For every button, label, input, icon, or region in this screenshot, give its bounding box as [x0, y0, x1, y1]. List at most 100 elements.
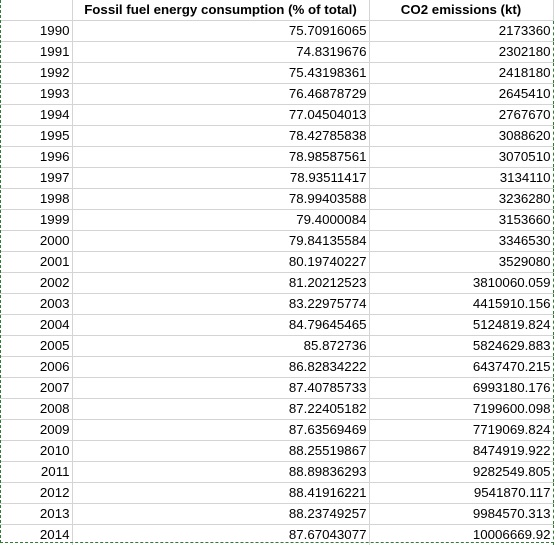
year-cell[interactable]: 2001: [0, 252, 72, 273]
year-cell[interactable]: 1996: [0, 147, 72, 168]
co2-cell[interactable]: 5824629.883: [369, 336, 553, 357]
fossil-fuel-cell[interactable]: 88.25519867: [72, 441, 369, 462]
year-cell[interactable]: 2013: [0, 504, 72, 525]
co2-cell[interactable]: 6437470.215: [369, 357, 553, 378]
year-cell[interactable]: 2010: [0, 441, 72, 462]
co2-cell[interactable]: 2173360: [369, 21, 553, 42]
year-cell[interactable]: 2004: [0, 315, 72, 336]
year-cell[interactable]: 2005: [0, 336, 72, 357]
co2-cell[interactable]: 8474919.922: [369, 441, 553, 462]
co2-cell[interactable]: 3070510: [369, 147, 553, 168]
fossil-fuel-cell[interactable]: 78.93511417: [72, 168, 369, 189]
year-cell[interactable]: 1995: [0, 126, 72, 147]
year-cell[interactable]: 2014: [0, 525, 72, 545]
fossil-fuel-cell[interactable]: 75.43198361: [72, 63, 369, 84]
co2-cell[interactable]: 5124819.824: [369, 315, 553, 336]
year-cell[interactable]: 2000: [0, 231, 72, 252]
co2-cell[interactable]: 3346530: [369, 231, 553, 252]
fossil-fuel-cell[interactable]: 75.70916065: [72, 21, 369, 42]
co2-cell[interactable]: 9282549.805: [369, 462, 553, 483]
year-cell[interactable]: 2007: [0, 378, 72, 399]
fossil-fuel-cell[interactable]: 78.99403588: [72, 189, 369, 210]
year-cell[interactable]: 2012: [0, 483, 72, 504]
co2-cell[interactable]: 2418180: [369, 63, 553, 84]
co2-cell[interactable]: 3153660: [369, 210, 553, 231]
co2-cell[interactable]: 2302180: [369, 42, 553, 63]
co2-cell[interactable]: 4415910.156: [369, 294, 553, 315]
fossil-fuel-cell[interactable]: 74.8319676: [72, 42, 369, 63]
year-cell[interactable]: 2011: [0, 462, 72, 483]
fossil-fuel-cell[interactable]: 88.89836293: [72, 462, 369, 483]
co2-cell[interactable]: 9984570.313: [369, 504, 553, 525]
fossil-fuel-cell[interactable]: 85.872736: [72, 336, 369, 357]
co2-cell[interactable]: 9541870.117: [369, 483, 553, 504]
header-cell-year[interactable]: [0, 0, 72, 21]
year-cell[interactable]: 2006: [0, 357, 72, 378]
year-cell[interactable]: 1998: [0, 189, 72, 210]
co2-cell[interactable]: 3236280: [369, 189, 553, 210]
fossil-fuel-cell[interactable]: 87.63569469: [72, 420, 369, 441]
co2-cell[interactable]: 2645410: [369, 84, 553, 105]
fossil-fuel-cell[interactable]: 87.67043077: [72, 525, 369, 545]
co2-cell[interactable]: 6993180.176: [369, 378, 553, 399]
year-cell[interactable]: 1994: [0, 105, 72, 126]
fossil-fuel-cell[interactable]: 77.04504013: [72, 105, 369, 126]
year-cell[interactable]: 1990: [0, 21, 72, 42]
fossil-fuel-cell[interactable]: 80.19740227: [72, 252, 369, 273]
year-cell[interactable]: 2002: [0, 273, 72, 294]
co2-cell[interactable]: 7719069.824: [369, 420, 553, 441]
co2-cell[interactable]: 3134110: [369, 168, 553, 189]
year-cell[interactable]: 2009: [0, 420, 72, 441]
fossil-fuel-cell[interactable]: 87.40785733: [72, 378, 369, 399]
year-cell[interactable]: 1999: [0, 210, 72, 231]
fossil-fuel-cell[interactable]: 78.98587561: [72, 147, 369, 168]
co2-cell[interactable]: 10006669.92: [369, 525, 553, 545]
fossil-fuel-cell[interactable]: 79.4000084: [72, 210, 369, 231]
fossil-fuel-cell[interactable]: 79.84135584: [72, 231, 369, 252]
fossil-fuel-cell[interactable]: 86.82834222: [72, 357, 369, 378]
year-cell[interactable]: 1992: [0, 63, 72, 84]
fossil-fuel-cell[interactable]: 87.22405182: [72, 399, 369, 420]
year-cell[interactable]: 1997: [0, 168, 72, 189]
fossil-fuel-cell[interactable]: 84.79645465: [72, 315, 369, 336]
year-cell[interactable]: 1993: [0, 84, 72, 105]
fossil-fuel-cell[interactable]: 81.20212523: [72, 273, 369, 294]
co2-cell[interactable]: 2767670: [369, 105, 553, 126]
year-cell[interactable]: 2008: [0, 399, 72, 420]
fossil-fuel-cell[interactable]: 83.22975774: [72, 294, 369, 315]
co2-cell[interactable]: 3088620: [369, 126, 553, 147]
co2-cell[interactable]: 7199600.098: [369, 399, 553, 420]
fossil-fuel-cell[interactable]: 78.42785838: [72, 126, 369, 147]
fossil-fuel-cell[interactable]: 88.23749257: [72, 504, 369, 525]
year-cell[interactable]: 2003: [0, 294, 72, 315]
header-cell-co2[interactable]: CO2 emissions (kt): [369, 0, 553, 21]
header-cell-fossil-fuel[interactable]: Fossil fuel energy consumption (% of tot…: [72, 0, 369, 21]
fossil-fuel-cell[interactable]: 88.41916221: [72, 483, 369, 504]
year-cell[interactable]: 1991: [0, 42, 72, 63]
fossil-fuel-cell[interactable]: 76.46878729: [72, 84, 369, 105]
co2-cell[interactable]: 3810060.059: [369, 273, 553, 294]
co2-cell[interactable]: 3529080: [369, 252, 553, 273]
